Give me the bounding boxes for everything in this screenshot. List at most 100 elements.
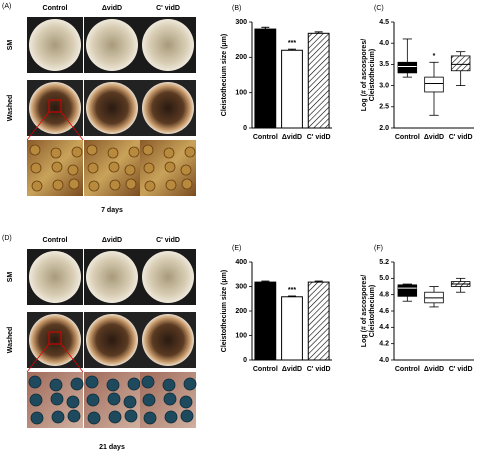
column-header: ΔvidD [102, 237, 122, 244]
significance: *** [288, 287, 296, 294]
y-tick-label: 4.8 [379, 292, 389, 299]
column-header: Control [43, 5, 68, 12]
y-tick-label: 5.0 [379, 275, 389, 282]
cleistothecium [164, 410, 178, 424]
zoom-box [48, 99, 62, 113]
cleistothecium [142, 393, 156, 407]
y-tick-label: 2.0 [379, 125, 389, 132]
hulle-cell [107, 147, 119, 159]
y-axis-label: Log (# of ascospores/ [361, 39, 368, 111]
row-label: Washed [7, 327, 14, 354]
hulle-cell [51, 161, 63, 173]
cleistothecium [49, 378, 63, 392]
cleistothecium [162, 378, 176, 392]
hulle-cell [87, 162, 99, 174]
hulle-cell [68, 178, 80, 190]
y-tick-label: 4.0 [379, 357, 389, 364]
x-tick-label: ΔvidD [424, 366, 444, 373]
cleistothecium [163, 392, 177, 406]
column-header: C' vidD [156, 237, 180, 244]
zoom-line [26, 343, 50, 373]
plate-sm [86, 19, 138, 71]
x-tick-label: Control [253, 134, 278, 141]
plate-sm [29, 19, 81, 71]
box [450, 55, 471, 72]
cleistothecium [67, 409, 81, 423]
hulle-cell [30, 162, 42, 174]
cleistothecium [123, 395, 137, 409]
hulle-cell [125, 178, 137, 190]
x-tick-label: ΔvidD [282, 366, 302, 373]
y-tick-label: 2.5 [379, 104, 389, 111]
hulle-cell [50, 147, 62, 159]
plate-washed [29, 314, 81, 366]
y-tick-label: 4.5 [379, 19, 389, 26]
cleistothecium [108, 410, 122, 424]
y-tick-label: 5.2 [379, 259, 389, 266]
panel-label: (E) [232, 245, 241, 252]
hulle-cell [164, 161, 176, 173]
cleistothecium [86, 393, 100, 407]
row-label: SM [7, 40, 14, 51]
cleistothecium [127, 377, 141, 391]
caption: 7 days [101, 207, 123, 214]
cleistothecium [85, 375, 99, 389]
y-axis-label: Cleistothecium) [369, 49, 376, 102]
hulle-cell [165, 179, 177, 191]
cleistothecium [70, 377, 84, 391]
hulle-cell [180, 164, 192, 176]
plate-sm [86, 251, 138, 303]
y-axis-label: Cleistothecium size (μm) [221, 270, 228, 352]
y-axis-label: Cleistothecium) [369, 285, 376, 338]
column-header: Control [43, 237, 68, 244]
x-tick-label: ΔvidD [424, 134, 444, 141]
plate-sm [29, 251, 81, 303]
row-label: Washed [7, 95, 14, 122]
x-tick-label: C' vidD [449, 134, 473, 141]
cleistothecium [28, 375, 42, 389]
hulle-cell [67, 164, 79, 176]
x-tick-label: C' vidD [307, 134, 331, 141]
y-tick-label: 4.0 [379, 40, 389, 47]
cleistothecium [124, 409, 138, 423]
plate-washed [86, 314, 138, 366]
x-tick-label: C' vidD [449, 366, 473, 373]
photo-panels: (A) Control ΔvidD C' vidD SM Washed 7 days (D) C… [2, 3, 197, 451]
row-label: SM [7, 272, 14, 283]
significance: * [433, 53, 436, 60]
column-header: C' vidD [156, 5, 180, 12]
hulle-cell [144, 180, 156, 192]
plate-washed [142, 82, 194, 134]
cleistothecium [143, 411, 157, 425]
box [397, 61, 418, 74]
panel-label: (D) [2, 235, 12, 242]
cleistothecium [30, 411, 44, 425]
x-tick-label: Control [253, 366, 278, 373]
hulle-cell [184, 146, 196, 158]
cleistothecium [29, 393, 43, 407]
y-tick-label: 4.2 [379, 341, 389, 348]
cleistothecium [141, 375, 155, 389]
x-tick-label: Control [395, 134, 420, 141]
bar [281, 296, 303, 361]
hulle-cell [109, 179, 121, 191]
y-axis-label: Log (# of ascospores/ [361, 275, 368, 347]
hulle-cell [52, 179, 64, 191]
plate-washed [142, 314, 194, 366]
zoom-line [26, 111, 50, 141]
box [397, 284, 418, 297]
charts: (B) 0 100 200 300 Cleistothecium size (μm) Con… [221, 5, 474, 373]
hulle-cell [31, 180, 43, 192]
bar [281, 49, 303, 129]
plate-sm [142, 19, 194, 71]
hulle-cell [29, 144, 41, 156]
plate-washed [86, 82, 138, 134]
y-tick-label: 100 [235, 90, 247, 97]
x-tick-label: Control [395, 366, 420, 373]
plate-washed [29, 82, 81, 134]
bar [254, 281, 277, 361]
cleistothecium [87, 411, 101, 425]
column-header: ΔvidD [102, 5, 122, 12]
y-tick-label: 3.5 [379, 61, 389, 68]
